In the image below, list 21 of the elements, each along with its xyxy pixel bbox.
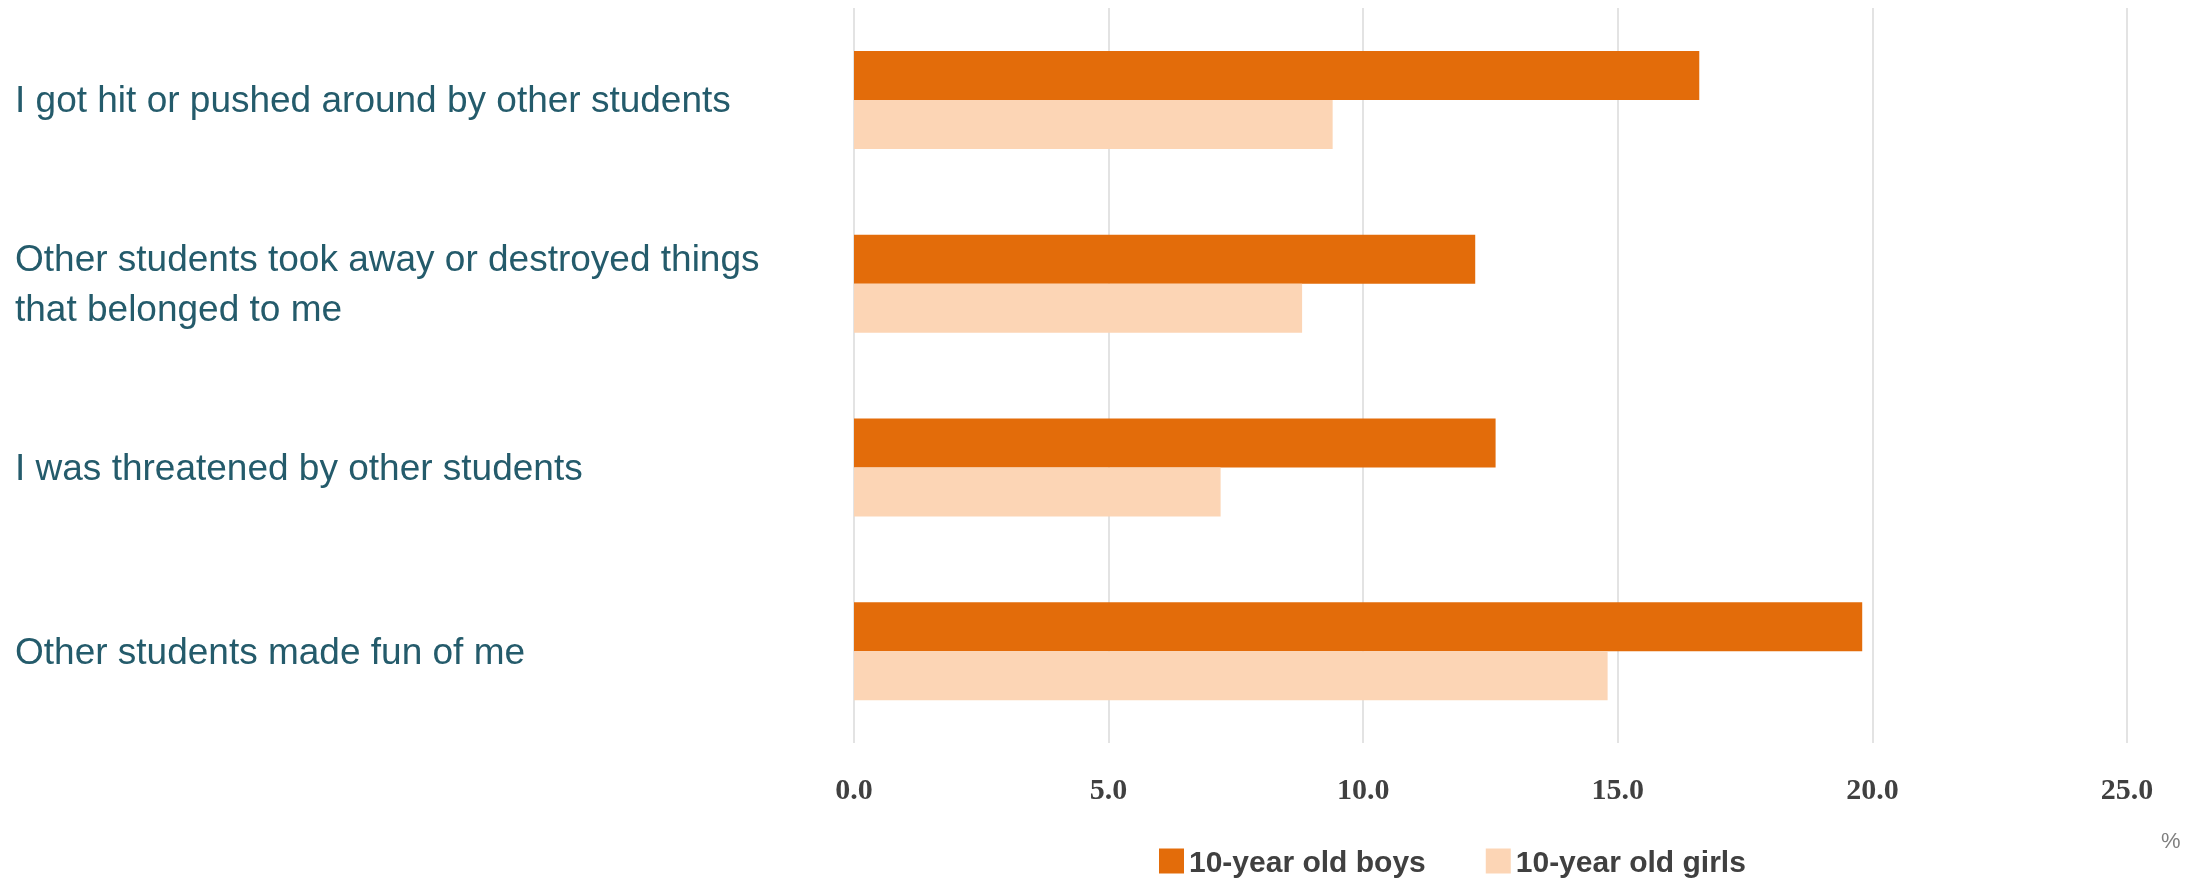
x-tick-label: 10.0 (1336, 771, 1390, 805)
bar (854, 602, 1863, 652)
x-tick-label: 0.0 (835, 771, 873, 805)
bar (854, 283, 1303, 333)
y-tick-label: I got hit or pushed around by other students (15, 79, 731, 121)
y-tick-label: I was threatened by other students (15, 446, 583, 488)
x-tick-label: 15.0 (1591, 771, 1645, 805)
legend-label: 10-year old boys (1189, 844, 1426, 878)
bar (854, 99, 1333, 149)
bar (854, 50, 1700, 100)
bar (854, 418, 1496, 468)
bar (854, 651, 1608, 701)
bar (854, 234, 1476, 284)
y-tick-label: Other students took away or destroyed things that belonged to me (15, 238, 770, 330)
x-tick-label: 5.0 (1089, 771, 1128, 805)
x-tick-label: 25.0 (2100, 771, 2154, 805)
bar (854, 467, 1221, 517)
x-axis-title: % (2161, 827, 2181, 853)
x-tick-label: 20.0 (1846, 771, 1899, 805)
legend-label: 10-year old girls (1515, 844, 1746, 878)
y-tick-label: Other students made fun of me (15, 630, 526, 672)
